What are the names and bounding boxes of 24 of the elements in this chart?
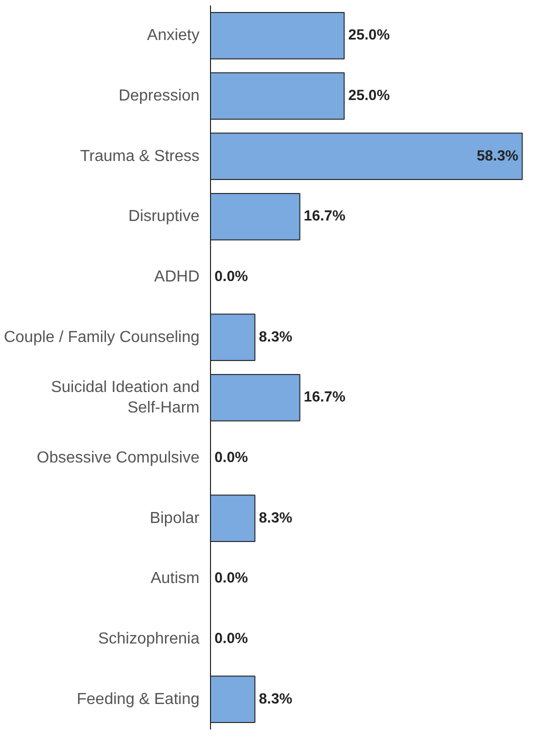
y-tick-label: Autism xyxy=(150,570,200,588)
y-tick-label: Suicidal Ideation and Self-Harm xyxy=(50,378,200,416)
y-tick-label: Bipolar xyxy=(150,510,200,527)
data-label: 8.3% xyxy=(258,510,292,526)
data-label: 0.0% xyxy=(214,631,248,647)
data-label: 58.3% xyxy=(476,148,518,164)
data-label: 25.0% xyxy=(348,88,390,104)
y-tick-label: Obsessive Compulsive xyxy=(36,450,200,466)
y-tick-label: ADHD xyxy=(154,268,200,286)
y-tick-label: Feeding & Eating xyxy=(76,690,200,708)
data-label: 8.3% xyxy=(258,691,292,708)
y-tick-label: Depression xyxy=(118,88,200,104)
data-label: 16.7% xyxy=(304,208,346,225)
data-label: 0.0% xyxy=(214,570,248,587)
data-label: 8.3% xyxy=(258,329,292,346)
y-tick-label: Disruptive xyxy=(128,208,200,226)
data-label: 16.7% xyxy=(304,390,346,406)
data-label: 25.0% xyxy=(348,28,390,44)
data-label: 0.0% xyxy=(214,450,248,466)
y-tick-label: Couple / Family Counseling xyxy=(4,328,200,346)
data-label: 0.0% xyxy=(214,269,248,285)
y-tick-label: Anxiety xyxy=(147,27,200,44)
y-tick-label: Trauma & Stress xyxy=(80,148,200,165)
y-tick-label: Schizophrenia xyxy=(98,630,200,648)
